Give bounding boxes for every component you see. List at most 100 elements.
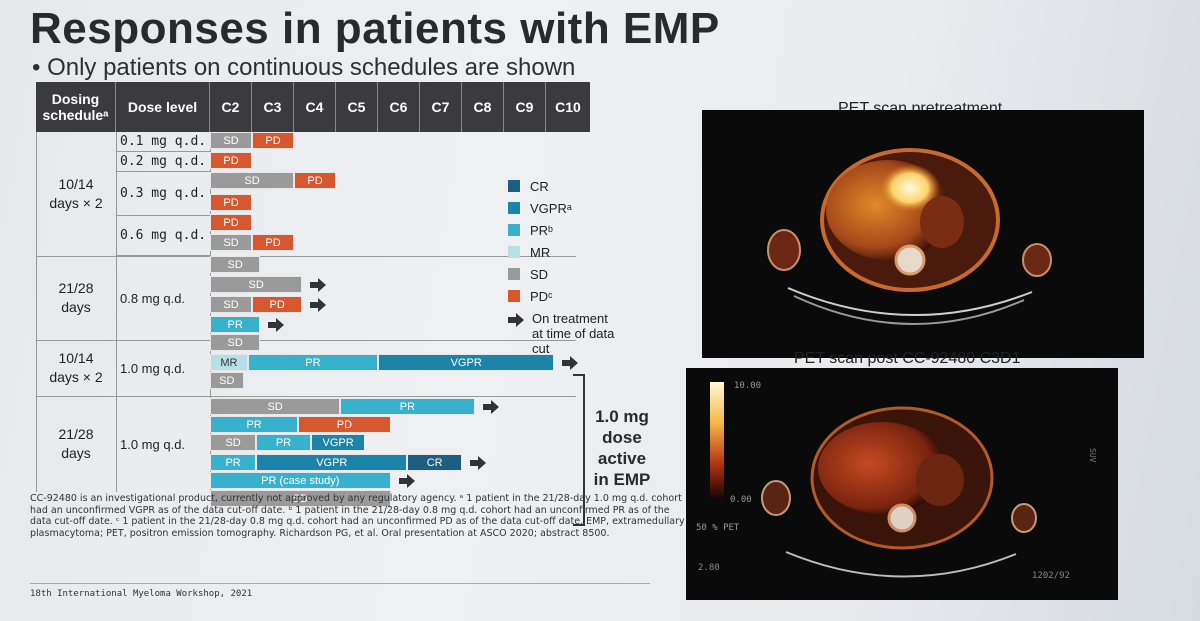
pet-scan-pretreatment [702, 110, 1144, 358]
response-bar-sd: SD [210, 132, 252, 149]
scale-unit-label: SUV [1088, 448, 1097, 463]
grid-line [36, 132, 37, 492]
pet-post-label: PET scan post CC-92480 C3D1 [794, 350, 1021, 367]
dose-level: 0.3 mg q.d. [116, 172, 210, 216]
slide-title: Responses in patients with EMP [30, 4, 720, 53]
response-bar-pd: PD [210, 194, 252, 211]
schedule-label: 10/14 days × 2 [49, 176, 103, 211]
slide-bullet: • Only patients on continuous schedules … [32, 54, 576, 81]
schedule-label: 21/28 days [58, 426, 94, 461]
pet-percent-label: 50 % PET [696, 523, 740, 533]
header-dosing-schedule: Dosing scheduleᵃ [36, 82, 116, 132]
scale-min-label: 0.00 [730, 495, 752, 505]
response-bar-sd: SD [210, 434, 257, 451]
response-bar-pd: PD [298, 416, 391, 433]
response-bar-mr: MR [210, 354, 248, 371]
response-swimmer-table: Dosing scheduleᵃ Dose level C2 C3 C4 C5 … [36, 82, 590, 507]
response-bar-pd: PD [252, 234, 294, 251]
dose-level: 0.6 mg q.d. [116, 216, 210, 256]
header-c3: C3 [252, 82, 294, 132]
schedule-label: 21/28 days [58, 280, 94, 315]
response-bar-sd: SD [210, 296, 252, 313]
response-bar-vg: VGPR [378, 354, 555, 371]
response-bar-pr: PR [247, 354, 378, 371]
divider [30, 583, 650, 584]
header-c4: C4 [294, 82, 336, 132]
legend-item-ongoing: On treatment at time of data cut [508, 311, 618, 361]
response-bar-sd: SD [210, 372, 244, 389]
legend-swatch [508, 246, 520, 258]
grid-line [116, 132, 117, 492]
response-bar-sd: SD [210, 172, 294, 189]
legend-swatch [508, 180, 520, 192]
ongoing-arrow-icon [310, 298, 327, 312]
response-bar-cr: CR [407, 454, 462, 471]
response-bar-sd: SD [210, 234, 252, 251]
legend-item-vgpr: VGPRᵃ [508, 197, 572, 219]
legend-swatch [508, 202, 520, 214]
ongoing-arrow-icon [470, 456, 486, 470]
pet-post-image: 10.00 0.00 50 % PET 2.80 1202/92 SUV [696, 381, 1097, 581]
response-bar-pr: PR [210, 316, 261, 333]
footnotes: CC-92480 is an investigational product, … [30, 493, 685, 539]
response-bar-pr: PR (case study) [210, 472, 391, 489]
header-c5: C5 [336, 82, 378, 132]
header-c2: C2 [210, 82, 252, 132]
response-bar-pr: PR [256, 434, 311, 451]
response-bar-pr: PR [210, 454, 257, 471]
response-bar-pd: PD [210, 214, 252, 231]
dose-level: 1.0 mg q.d. [120, 436, 186, 452]
dose-level: 0.8 mg q.d. [120, 290, 186, 306]
bracket [573, 374, 585, 526]
table-header: Dosing scheduleᵃ Dose level C2 C3 C4 C5 … [36, 82, 590, 132]
header-c8: C8 [462, 82, 504, 132]
response-bar-pr: PR [210, 416, 299, 433]
header-c7: C7 [420, 82, 462, 132]
header-c6: C6 [378, 82, 420, 132]
response-bar-sd: SD [210, 256, 261, 273]
response-bar-vg: VGPR [256, 454, 408, 471]
legend-swatch [508, 268, 520, 280]
ongoing-arrow-icon [268, 318, 285, 332]
dose-level: 0.2 mg q.d. [116, 152, 210, 172]
callout-dose-active: 1.0 mg dose active in EMP [593, 407, 651, 489]
ongoing-arrow-icon [562, 356, 579, 370]
response-bar-sd: SD [210, 334, 261, 351]
dose-level: 1.0 mg q.d. [120, 360, 186, 376]
header-dose-level: Dose level [116, 82, 210, 132]
legend-item-pd: PDᶜ [508, 285, 553, 307]
legend-swatch [508, 290, 520, 302]
response-bar-pd: PD [252, 296, 303, 313]
legend-item-cr: CR [508, 175, 549, 197]
response-bar-pd: PD [210, 152, 252, 169]
scale-max-label: 10.00 [734, 381, 761, 391]
legend-item-sd: SD [508, 263, 548, 285]
dose-level: 0.1 mg q.d. [116, 132, 210, 152]
response-bar-pd: PD [294, 172, 336, 189]
ongoing-arrow-icon [398, 474, 415, 488]
pet-scan-post-treatment: 10.00 0.00 50 % PET 2.80 1202/92 SUV [686, 368, 1118, 600]
bottom-left-label: 2.80 [698, 563, 720, 573]
schedule-label: 10/14 days × 2 [49, 350, 103, 385]
response-bar-sd: SD [210, 276, 303, 293]
response-bar-sd: SD [210, 398, 341, 415]
header-c9: C9 [504, 82, 546, 132]
grid-line [36, 256, 576, 257]
response-bar-pr: PR [340, 398, 475, 415]
ongoing-arrow-icon [310, 278, 327, 292]
response-bar-vg: VGPR [310, 434, 366, 451]
response-bar-sd: SD [210, 490, 391, 507]
response-bar-pd: PD [252, 132, 294, 149]
grid-line [36, 396, 576, 397]
legend-item-mr: MR [508, 241, 550, 263]
legend-swatch [508, 224, 520, 236]
pet-pre-image [767, 148, 1052, 325]
header-c10: C10 [555, 99, 581, 115]
conference-label: 18th International Myeloma Workshop, 202… [30, 589, 253, 599]
grid-line [36, 340, 576, 341]
arrow-right-icon [508, 313, 524, 327]
ongoing-arrow-icon [482, 400, 499, 414]
legend-item-pr: PRᵇ [508, 219, 553, 241]
bottom-right-label: 1202/92 [1032, 571, 1070, 581]
